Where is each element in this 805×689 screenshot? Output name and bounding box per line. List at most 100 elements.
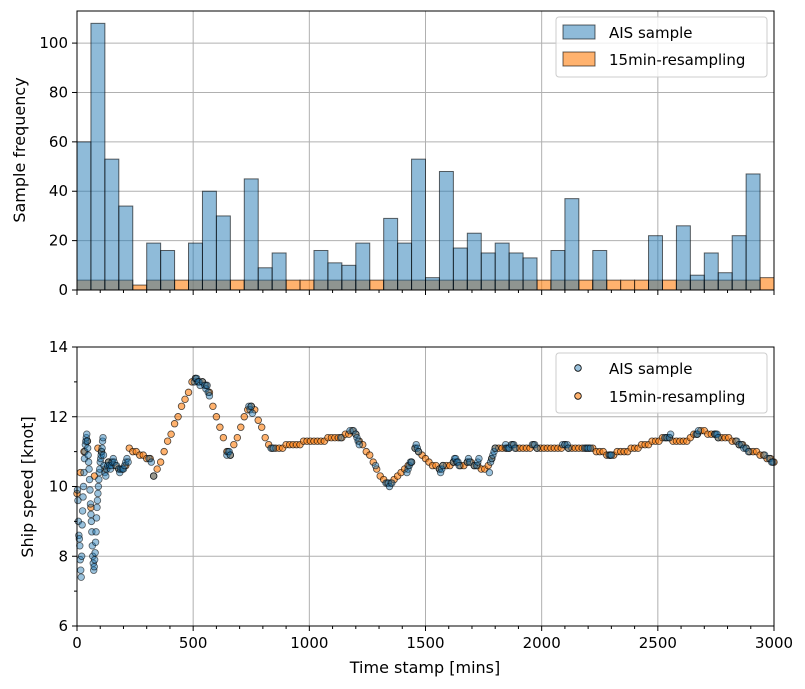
histogram-y-axis-title: Sample frequency [10, 77, 29, 222]
scatter-ais-point [85, 475, 94, 484]
histogram-ais-bar [592, 249, 608, 291]
histogram-ais-bar [215, 215, 231, 291]
scatter-resampling-point [174, 413, 182, 421]
scatter-ais-point [93, 503, 101, 512]
scatter-resampling-point [258, 423, 266, 431]
scatter-x-tick-label: 2500 [639, 634, 677, 652]
scatter-resampling-point [219, 433, 228, 442]
histogram-ais-bar [76, 141, 92, 291]
scatter-ais-point [226, 451, 235, 459]
histogram-legend-ais-swatch [562, 24, 596, 40]
histogram-ais-bar [717, 272, 733, 291]
histogram-ais-bar [564, 198, 580, 291]
scatter-x-ticks: 0 500 1000 1500 2000 2500 3000 [72, 626, 793, 652]
scatter-resampling-point [167, 430, 175, 438]
scatter-x-tick-label: 2000 [523, 634, 561, 652]
histogram-y-tick-label: 40 [49, 182, 68, 200]
histogram-ais-bar [188, 242, 203, 291]
scatter-ais-point [607, 451, 616, 459]
scatter-ais-point [744, 447, 753, 456]
histogram-ais-bar [397, 242, 413, 291]
scatter-resampling-point [233, 433, 242, 442]
scatter-resampling-point [177, 402, 186, 410]
scatter-ais-point [205, 392, 214, 400]
histogram-ais-bar [411, 158, 426, 291]
histogram-ais-bar [703, 252, 719, 291]
scatter-ais-point [769, 458, 777, 466]
scatter-ais-points [73, 374, 777, 581]
histogram-ais-bar [745, 173, 761, 291]
scatter-resampling-point [209, 402, 217, 410]
histogram-ais-bar [146, 242, 162, 291]
histogram-ais-bar [341, 264, 357, 291]
histogram-ais-bar [689, 274, 705, 291]
histogram-x-ticks [76, 290, 775, 295]
histogram-legend-box [555, 16, 768, 78]
scatter-ais-point [90, 563, 98, 571]
scatter-legend-ais-marker [574, 364, 582, 372]
scatter-resampling-point [163, 437, 172, 445]
scatter-legend-resampling-label: 15min-resampling [609, 388, 745, 406]
histogram-ais-bar [383, 217, 399, 291]
scatter-ais-point [83, 437, 91, 445]
scatter-ais-point [99, 433, 107, 442]
scatter-ais-point [388, 479, 396, 487]
histogram-ais-bar [425, 277, 440, 291]
histogram-legend-ais-label: AIS sample [609, 24, 693, 42]
scatter-y-ticks: 6 8 10 12 14 [49, 338, 77, 635]
histogram-ais-bars [76, 22, 761, 291]
histogram-ais-bar [355, 242, 371, 291]
histogram-ais-bar [201, 190, 217, 291]
histogram-resampling-bar [285, 279, 301, 291]
scatter-resampling-point [181, 395, 189, 404]
histogram-resampling-bar [759, 277, 775, 291]
histogram-resampling-bar [578, 279, 594, 291]
scatter-ais-point [267, 444, 275, 452]
scatter-ais-point [80, 468, 88, 477]
scatter-ais-point [78, 507, 87, 515]
scatter-ais-point [91, 538, 100, 546]
scatter-resampling-point [254, 416, 262, 424]
histogram-ais-bar [550, 249, 566, 291]
histogram-legend-resampling-swatch [562, 51, 596, 67]
scatter-legend: AIS sample 15min-resampling [555, 352, 768, 414]
scatter-ais-point [491, 444, 499, 452]
histogram-resampling-bar [606, 279, 622, 291]
scatter-ais-point [124, 458, 132, 466]
histogram-y-tick-label: 60 [49, 133, 68, 151]
scatter-ais-point [87, 517, 96, 526]
scatter-ais-point [269, 444, 278, 452]
histogram-resampling-bar [229, 279, 245, 291]
scatter-resampling-point [261, 433, 269, 442]
scatter-ais-point [564, 444, 573, 452]
scatter-ais-point [533, 444, 541, 452]
histogram-resampling-bar [620, 279, 636, 291]
scatter-resampling-point [170, 420, 179, 428]
histogram-ais-bar [480, 252, 496, 291]
histogram-ais-bar [466, 232, 482, 291]
scatter-y-axis-title: Ship speed [knot] [18, 416, 37, 557]
scatter-ais-point [95, 475, 103, 484]
scatter-ais-point [84, 458, 93, 466]
histogram-ais-bar [313, 249, 329, 291]
scatter-ais-point [203, 381, 211, 390]
histogram-ais-bar [90, 22, 106, 291]
scatter-ais-point [511, 444, 519, 452]
scatter-y-tick-label: 14 [49, 338, 68, 356]
scatter-ais-point [94, 482, 103, 491]
scatter-ais-point [584, 444, 592, 452]
histogram-ais-bar [452, 247, 468, 291]
scatter-ais-point [90, 556, 99, 564]
scatter-ais-point [76, 542, 84, 550]
scatter-ais-point [94, 489, 102, 498]
scatter-ais-point [91, 549, 99, 557]
scatter-x-axis-title: Time stamp [mins] [349, 658, 500, 677]
scatter-ais-point [77, 573, 85, 581]
scatter-ais-point [93, 496, 102, 505]
histogram-resampling-bar [369, 279, 385, 291]
scatter-ais-point [85, 465, 93, 473]
scatter-legend-resampling-marker [574, 392, 582, 400]
histogram-ais-bar [675, 225, 691, 291]
scatter-ais-point [475, 454, 483, 463]
scatter-ais-point [336, 433, 345, 442]
